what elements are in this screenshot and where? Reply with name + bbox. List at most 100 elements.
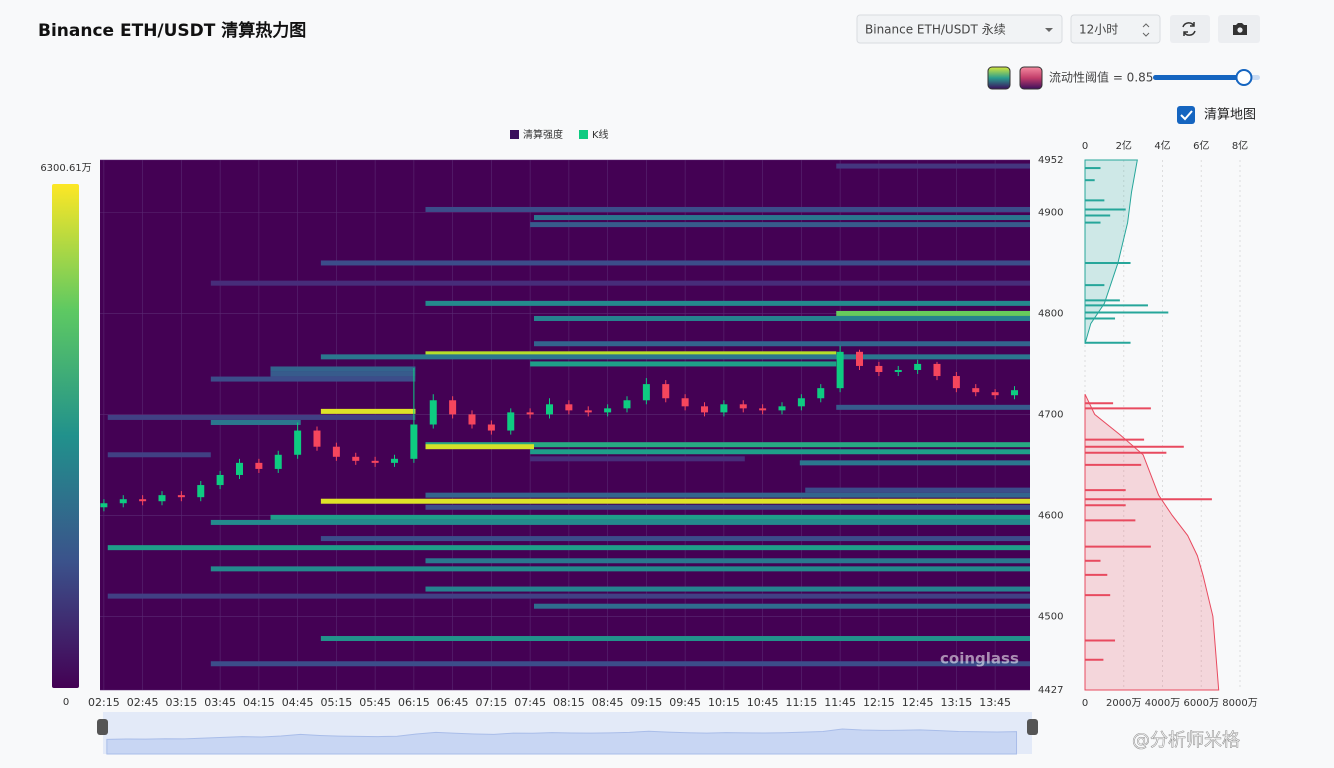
liquidity-band: [425, 442, 1030, 448]
candle-body: [662, 384, 670, 399]
candle-body: [565, 404, 573, 411]
liquidity-band: [425, 504, 1030, 510]
candle-body: [604, 408, 612, 413]
liquidity-band: [530, 456, 745, 462]
x-tick-label: 05:15: [321, 696, 353, 709]
candle-body: [1011, 390, 1018, 396]
x-tick-label: 06:15: [398, 696, 430, 709]
liquidity-band: [530, 222, 1030, 228]
x-tick-label: 10:15: [708, 696, 740, 709]
x-tick-label: 10:45: [747, 696, 779, 709]
candle-body: [817, 388, 825, 399]
y-tick-label: 4600: [1038, 510, 1063, 521]
liquidity-band: [107, 545, 1030, 551]
candle-body: [294, 430, 302, 455]
liquidity-band: [799, 460, 1030, 466]
candle-body: [914, 363, 922, 370]
candle-body: [410, 424, 418, 459]
x-tick-label: 4000万: [1145, 698, 1180, 709]
candle-body: [139, 499, 147, 502]
x-tick-label: 02:15: [88, 696, 120, 709]
slider-knob[interactable]: [1235, 69, 1253, 86]
x-tick-label: 04:15: [243, 696, 275, 709]
candle-body: [623, 400, 631, 409]
x-tick-label: 06:45: [437, 696, 469, 709]
liquidity-band: [530, 361, 837, 367]
x-tick-label: 0: [1082, 698, 1088, 709]
candle-body: [313, 430, 321, 447]
candle-body: [972, 388, 980, 393]
navigator-handle-left[interactable]: [97, 719, 108, 735]
colorscheme-viridis[interactable]: [987, 66, 1011, 90]
candle-body: [991, 392, 999, 396]
colorbar-label: 0: [63, 697, 69, 708]
liquidity-band: [534, 603, 1030, 609]
legend-swatch: [510, 130, 519, 139]
range-select[interactable]: [1070, 14, 1161, 44]
liquidity-band: [425, 558, 1030, 564]
candle-body: [526, 412, 534, 415]
x-tick-label: 11:15: [786, 696, 818, 709]
x-tick-label: 12:15: [863, 696, 895, 709]
x-tick-label: 13:15: [941, 696, 973, 709]
liquidity-band: [425, 444, 534, 450]
navigator-series: [106, 728, 1018, 755]
y-tick-label: 4500: [1038, 611, 1063, 622]
y-tick-label: 4700: [1038, 409, 1063, 420]
map-checkbox[interactable]: [1177, 106, 1195, 124]
checkbox-label: 清算地图: [1204, 108, 1256, 123]
x-tick-label: 09:45: [669, 696, 701, 709]
spinner-arrows: [1142, 23, 1150, 37]
candle-body: [642, 384, 650, 401]
candle-body: [836, 351, 844, 389]
threshold-label: 流动性阈值 = 0.85: [1049, 70, 1153, 85]
colorscheme-red[interactable]: [1019, 66, 1043, 90]
candle-body: [778, 406, 786, 411]
x-tick-label: 12:45: [902, 696, 934, 709]
candle-body: [487, 424, 495, 431]
candle-body: [274, 454, 282, 469]
x2-tick-label: 2亿: [1116, 139, 1132, 152]
x-tick-label: 08:15: [553, 696, 585, 709]
x-tick-label: 6000万: [1184, 698, 1219, 709]
candle-body: [177, 495, 185, 498]
candle-body: [933, 363, 941, 377]
liquidity-band: [425, 206, 1030, 212]
liquidity-band: [320, 408, 416, 414]
candle-body: [739, 404, 747, 409]
x-tick-label: 11:45: [824, 696, 856, 709]
candle-body: [449, 400, 457, 415]
legend-label: K线: [592, 128, 609, 141]
candle-body: [119, 499, 127, 504]
liquidity-band: [534, 215, 1030, 221]
legend-swatch: [579, 130, 588, 139]
liquidity-band: [210, 419, 301, 425]
x-tick-label: 03:15: [166, 696, 198, 709]
x-tick-label: 07:45: [514, 696, 546, 709]
market-select[interactable]: [856, 14, 1063, 44]
candle-body: [701, 406, 708, 413]
navigator-handle-right[interactable]: [1027, 719, 1038, 735]
x-tick-label: 8000万: [1222, 698, 1257, 709]
liquidity-band: [210, 376, 416, 382]
chart-watermark: coinglass: [940, 650, 1019, 668]
legend-label: 清算强度: [523, 128, 563, 141]
x-tick-label: 04:45: [282, 696, 314, 709]
refresh-button[interactable]: [1170, 15, 1210, 43]
liquidity-band: [530, 449, 1030, 455]
slider-fill: [1153, 75, 1244, 80]
candle-body: [952, 376, 960, 389]
navigator-area: [106, 728, 1018, 755]
x-tick-label: 09:15: [631, 696, 663, 709]
liquidity-band: [425, 351, 837, 357]
y-tick-label: 4952: [1038, 155, 1063, 166]
candle-body: [894, 369, 902, 372]
liquidity-band: [210, 566, 1030, 572]
dropdown-arrow: [1045, 28, 1053, 32]
liquidity-band: [320, 536, 1030, 542]
y-tick-label: 4800: [1038, 308, 1063, 319]
candle-body: [352, 456, 360, 461]
cumulative-area: [1084, 393, 1220, 691]
candle-body: [507, 412, 515, 431]
candle-body: [332, 446, 340, 457]
